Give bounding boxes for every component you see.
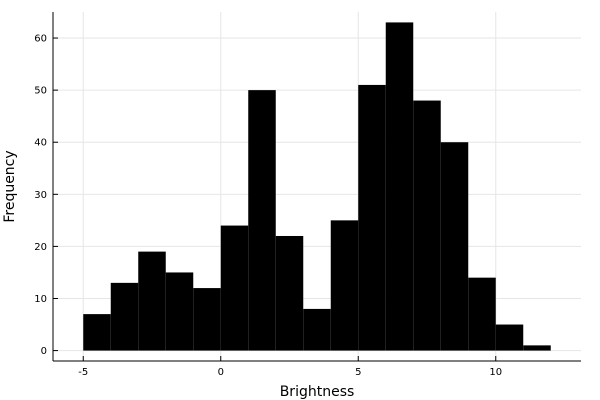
histogram-bar xyxy=(110,282,139,351)
y-tick-label: 40 xyxy=(34,138,47,149)
y-tick-label: 30 xyxy=(34,190,47,201)
histogram-bar xyxy=(220,225,249,351)
y-axis-title: Frequency xyxy=(2,150,18,222)
y-tick-label: 50 xyxy=(34,86,47,97)
y-tick-label: 10 xyxy=(34,294,47,305)
histogram-bar xyxy=(468,277,496,351)
histogram-bar xyxy=(248,90,276,351)
y-tick-label: 60 xyxy=(34,34,47,45)
histogram-bar xyxy=(303,308,331,351)
histogram-bar xyxy=(138,251,166,351)
x-tick-label: -5 xyxy=(78,367,88,378)
x-tick-label: 0 xyxy=(218,367,224,378)
axes xyxy=(52,12,581,362)
histogram-bar xyxy=(523,345,551,351)
y-tick-label: 20 xyxy=(34,242,47,253)
histogram-bar xyxy=(275,235,304,351)
histogram-bar xyxy=(440,142,469,351)
histogram-bar xyxy=(495,324,524,351)
y-tick-label: 0 xyxy=(41,346,47,357)
x-tick-label: 5 xyxy=(355,367,361,378)
x-tick-label: 10 xyxy=(489,367,502,378)
x-axis-title: Brightness xyxy=(280,384,355,400)
histogram-bar xyxy=(330,220,359,351)
histogram-bar xyxy=(83,314,111,351)
histogram-bar xyxy=(413,100,441,351)
histogram-bar xyxy=(165,272,194,351)
histogram-bar xyxy=(385,22,414,351)
bars xyxy=(83,22,551,351)
histogram-bar xyxy=(193,288,221,351)
histogram-bar xyxy=(358,84,386,351)
ticks: -5 0 5 10 0 10 20 30 40 50 60 xyxy=(34,34,502,378)
